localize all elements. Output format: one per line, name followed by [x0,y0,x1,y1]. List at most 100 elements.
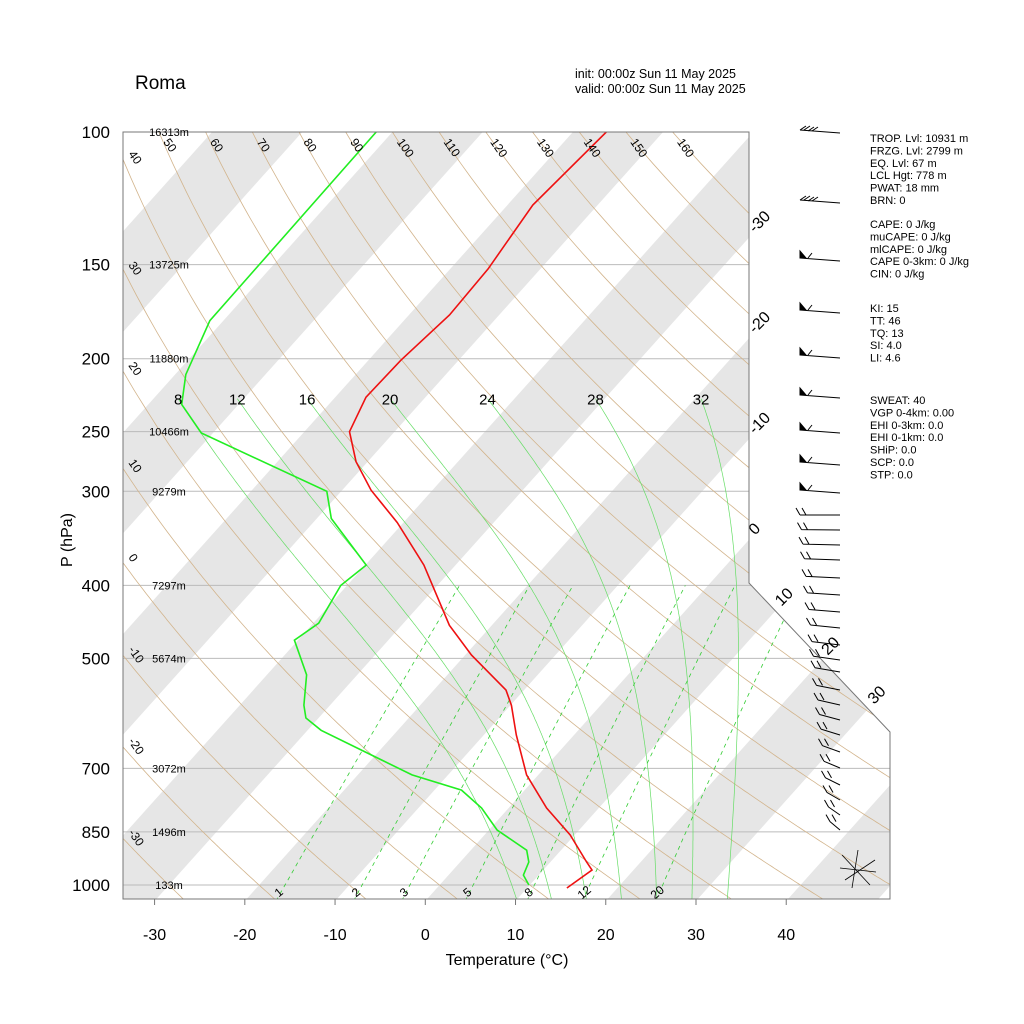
y-axis-label: P (hPa) [59,513,76,567]
height-label: 5674m [152,653,186,665]
stat-line: SWEAT: 40 [870,395,925,407]
dry-adiabat-label: 0 [126,551,141,565]
wind-barbs [795,125,841,831]
stat-line: SI: 4.0 [870,340,902,352]
wind-barb [807,634,841,646]
x-tick-label: 0 [421,927,430,944]
wind-barb [822,785,841,801]
wind-barb [799,453,841,466]
y-tick-label: 300 [82,482,110,501]
dry-adiabat [345,132,890,899]
wind-barb [800,551,841,561]
stat-line: LCL Hgt: 778 m [870,170,947,182]
mixing-ratio-line [353,585,531,899]
wind-barb [799,421,841,434]
dry-adiabat [205,132,890,899]
dry-adiabat-label: 20 [126,359,145,378]
stat-line: PWAT: 18 mm [870,183,939,195]
isotherm-band [123,132,844,899]
chart-title: Roma [135,73,186,94]
stat-line: EHI 0-3km: 0.0 [870,420,943,432]
dry-adiabat-label: 90 [347,136,366,155]
wind-barb [819,754,841,769]
stat-line: BRN: 0 [870,195,905,207]
wind-barb [801,569,841,579]
wind-barb [803,585,841,596]
x-tick-label: 30 [687,927,705,944]
x-axis-label: Temperature (°C) [446,952,569,969]
stat-line: EQ. Lvl: 67 m [870,158,937,170]
dry-adiabat [438,132,890,899]
wind-barb [799,125,841,134]
moist-adiabat [177,398,518,899]
dry-adiabat [123,132,461,899]
mixing-ratio-label: 2 [349,885,363,900]
dry-adiabat [123,132,735,899]
mixing-ratio-label: 8 [522,885,536,900]
mixing-ratio-label: 3 [397,885,411,900]
stat-line: FRZG. Lvl: 2799 m [870,145,963,157]
moist-adiabat [306,398,588,899]
x-tick-label: -20 [233,927,256,944]
init-time: init: 00:00z Sun 11 May 2025 [575,67,736,81]
wind-barb [799,386,841,399]
moist-adiabat [487,398,658,899]
stat-line: SHiP: 0.0 [870,445,916,457]
dry-adiabat-label: 40 [126,148,145,167]
isotherm-band [123,132,664,899]
stat-line: CIN: 0 J/kg [870,269,924,281]
moist-adiabat [700,398,739,899]
moist-adiabat-label: 28 [587,392,604,409]
wind-barb [816,721,841,736]
dry-adiabat [123,132,369,899]
stat-line: SCP: 0.0 [870,457,914,469]
mixing-ratio-line [275,585,460,899]
dry-adiabat [123,132,552,899]
stat-line: VGP 0-4km: 0.00 [870,407,954,419]
stat-line: TT: 46 [870,315,901,327]
isotherm-band [605,132,890,899]
moist-adiabat-label: 32 [693,392,710,409]
y-tick-label: 100 [82,123,110,142]
dry-adiabat-label: 80 [301,136,320,155]
stat-line: mlCAPE: 0 J/kg [870,244,947,256]
stat-line: STP: 0.0 [870,469,913,481]
wind-barb [799,249,841,262]
stat-line: KI: 15 [870,303,899,315]
height-label: 13725m [149,260,189,272]
moist-adiabat-label: 16 [299,392,316,409]
wind-barb [799,481,841,494]
stat-line: LI: 4.6 [870,353,901,365]
y-tick-label: 700 [82,759,110,778]
profile-line [348,132,607,889]
isotherm-band [967,132,1024,901]
wind-barb [809,648,841,661]
stat-line: CAPE 0-3km: 0 J/kg [870,256,969,268]
height-label: 16313m [149,127,189,139]
y-tick-label: 850 [82,823,110,842]
y-tick-label: 1000 [72,876,110,895]
height-label: 133m [155,880,183,892]
moist-adiabat-label: 24 [479,392,496,409]
y-tick-label: 500 [82,649,110,668]
moist-adiabat-label: 20 [382,392,399,409]
moist-adiabat [595,398,694,899]
wind-barb [825,814,841,831]
height-label: 1496m [152,827,186,839]
isotherm-label: -20 [746,309,774,337]
x-tick-label: 40 [777,927,795,944]
dry-adiabat [123,132,186,899]
wind-barb [799,346,841,359]
mixing-ratio-line [464,585,631,899]
wind-barb [799,301,841,314]
dry-adiabat [123,132,644,899]
height-label: 9279m [152,486,186,498]
wind-barb [813,692,841,706]
height-label: 7297m [152,580,186,592]
x-tick-label: -10 [323,927,346,944]
dry-adiabat [298,132,890,899]
wind-barb [818,738,841,753]
mixing-ratio-line [526,585,686,899]
wind-barb [812,678,841,691]
